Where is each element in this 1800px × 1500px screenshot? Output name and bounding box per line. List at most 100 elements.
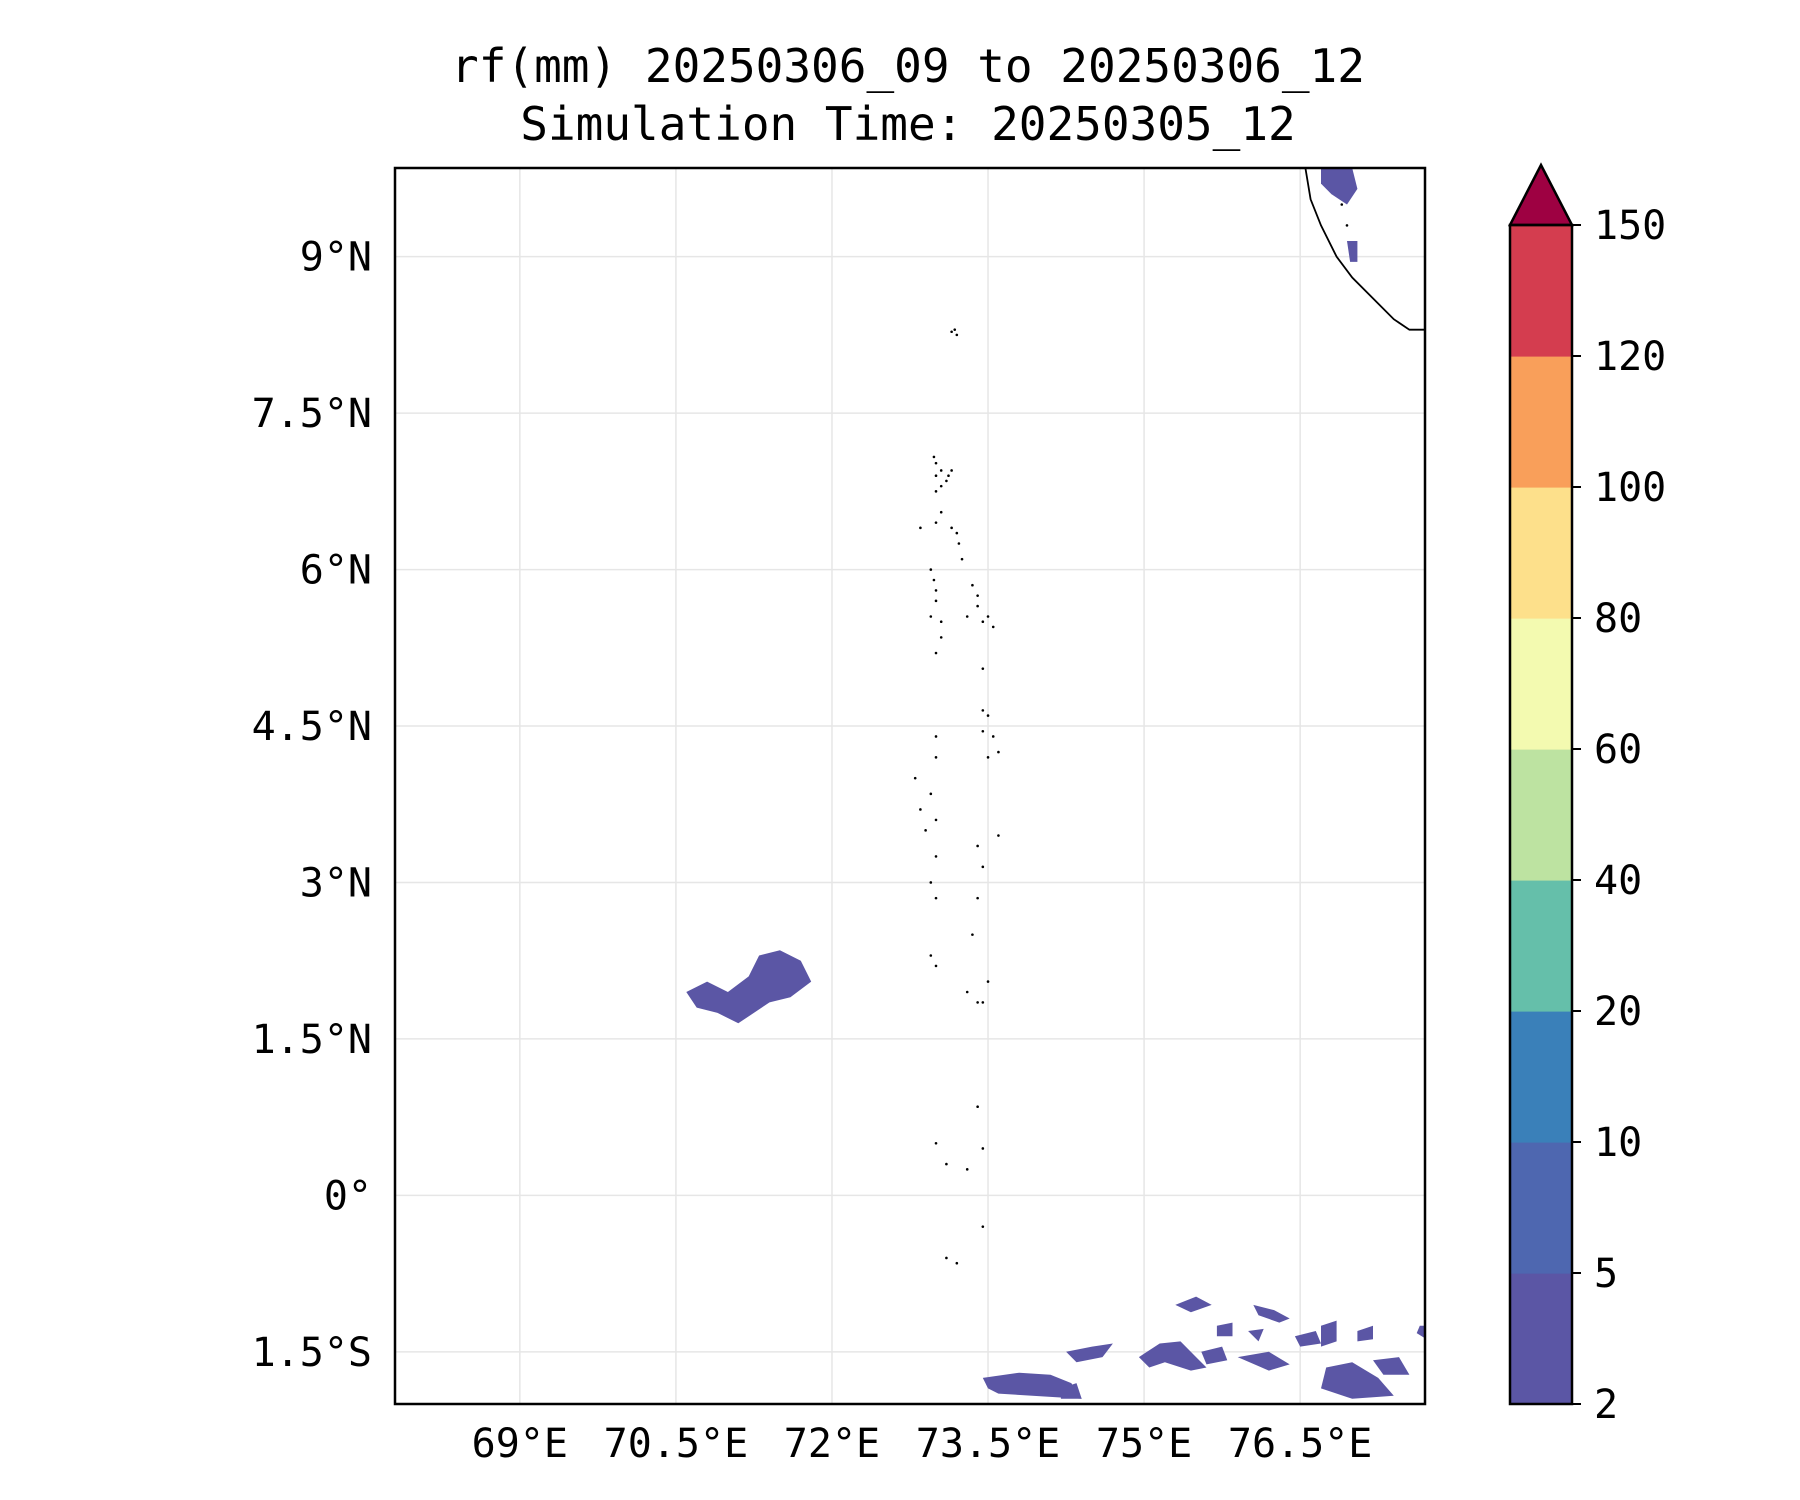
title-line-2: Simulation Time: 20250305_12 bbox=[520, 97, 1295, 151]
lat-tick-label: 1.5°N bbox=[252, 1017, 372, 1063]
rain-south-4 bbox=[1175, 1296, 1212, 1313]
island-37 bbox=[991, 735, 995, 738]
island-68 bbox=[919, 808, 922, 811]
island-10 bbox=[934, 490, 938, 493]
island-9 bbox=[939, 484, 943, 488]
lon-tick-label: 69°E bbox=[472, 1421, 568, 1467]
rain-south-8 bbox=[1294, 1331, 1321, 1347]
colorbar-segment-1 bbox=[1510, 1142, 1572, 1274]
colorbar-tick-label: 80 bbox=[1594, 596, 1642, 642]
island-59 bbox=[981, 1147, 985, 1150]
colorbar-segment-4 bbox=[1510, 749, 1572, 881]
colorbar-segment-2 bbox=[1510, 1011, 1572, 1143]
map-frame bbox=[393, 166, 1427, 1406]
island-33 bbox=[981, 667, 985, 670]
colorbar-tick-label: 120 bbox=[1594, 334, 1666, 380]
island-31 bbox=[986, 615, 990, 618]
island-15 bbox=[955, 531, 959, 535]
island-29 bbox=[965, 615, 969, 618]
latitude-tick-labels: 9°N 7.5°N 6°N 4.5°N 3°N 1.5°N 0° 1.5°S bbox=[252, 235, 372, 1376]
colorbar: 2 5 10 20 40 60 80 100 120 150 bbox=[1507, 162, 1666, 1428]
lat-tick-label: 4.5°N bbox=[252, 704, 372, 750]
rain-south-16 bbox=[1060, 1383, 1082, 1399]
rain-kerala-streak bbox=[1347, 241, 1358, 262]
rain-south-2 bbox=[1066, 1343, 1113, 1363]
colorbar-tick-label: 60 bbox=[1594, 727, 1642, 773]
island-38 bbox=[997, 750, 1000, 754]
colorbar-tick-label: 20 bbox=[1594, 989, 1642, 1035]
island-46 bbox=[929, 881, 933, 884]
colorbar-segment-0 bbox=[1510, 1273, 1572, 1405]
island-17 bbox=[960, 557, 964, 561]
rain-south-10 bbox=[1321, 1362, 1394, 1399]
island-55 bbox=[981, 1001, 985, 1004]
island-20 bbox=[934, 589, 938, 592]
island-26 bbox=[971, 583, 974, 587]
lon-tick-label: 73.5°E bbox=[916, 1421, 1061, 1467]
island-35 bbox=[986, 714, 990, 717]
island-14 bbox=[950, 526, 953, 530]
island-25 bbox=[934, 651, 938, 655]
colorbar-frame bbox=[1508, 223, 1574, 1406]
coastlines bbox=[913, 168, 1425, 1265]
island-12 bbox=[939, 510, 943, 514]
colorbar-segment-7 bbox=[1510, 356, 1572, 488]
island-27 bbox=[976, 594, 979, 597]
colorbar-segment-8 bbox=[1510, 225, 1572, 357]
rain-kerala-north bbox=[1321, 168, 1358, 205]
island-13 bbox=[934, 521, 938, 524]
island-40 bbox=[934, 735, 938, 738]
rain-south-3 bbox=[1138, 1341, 1207, 1371]
lon-tick-label: 70.5°E bbox=[604, 1421, 749, 1467]
island-22 bbox=[929, 615, 933, 618]
island-3 bbox=[934, 461, 938, 465]
lat-tick-label: 0° bbox=[324, 1173, 372, 1219]
lon-tick-label: 75°E bbox=[1096, 1421, 1192, 1467]
island-56 bbox=[976, 1001, 979, 1004]
island-24 bbox=[939, 636, 943, 639]
rain-south-14 bbox=[1216, 1322, 1233, 1337]
island-30 bbox=[981, 620, 985, 624]
island-41 bbox=[934, 756, 938, 759]
island-28 bbox=[976, 604, 979, 608]
island-51 bbox=[971, 933, 974, 936]
island-45 bbox=[934, 855, 938, 858]
island-53 bbox=[934, 964, 938, 968]
island-11 bbox=[919, 526, 922, 530]
island-48 bbox=[976, 844, 979, 848]
island-66 bbox=[913, 776, 917, 780]
island-71 bbox=[1345, 224, 1349, 227]
rain-south-1 bbox=[982, 1372, 1082, 1399]
island-8 bbox=[945, 479, 948, 483]
island-47 bbox=[934, 896, 938, 900]
island-69 bbox=[955, 333, 959, 337]
colorbar-segment-3 bbox=[1510, 880, 1572, 1012]
island-19 bbox=[932, 578, 936, 582]
island-58 bbox=[976, 1105, 979, 1109]
island-7 bbox=[950, 469, 953, 472]
rain-south-15 bbox=[1416, 1325, 1425, 1339]
rainfall-contours bbox=[686, 168, 1425, 1399]
lat-tick-label: 1.5°S bbox=[252, 1330, 372, 1376]
island-70 bbox=[1340, 203, 1344, 206]
island-2 bbox=[932, 455, 936, 459]
island-57 bbox=[965, 990, 969, 994]
island-49 bbox=[981, 865, 985, 869]
colorbar-tick-label: 100 bbox=[1594, 465, 1666, 511]
island-16 bbox=[957, 542, 961, 545]
map-panel: 69°E 70.5°E 72°E 73.5°E 75°E 76.5°E 9°N 7.5°N 6… bbox=[252, 166, 1427, 1467]
island-23 bbox=[939, 620, 943, 624]
rain-south-5 bbox=[1201, 1346, 1228, 1365]
lon-tick-label: 72°E bbox=[784, 1421, 880, 1467]
island-21 bbox=[934, 599, 938, 603]
lat-tick-label: 7.5°N bbox=[252, 391, 372, 437]
rain-south-13 bbox=[1248, 1328, 1264, 1342]
island-60 bbox=[934, 1141, 938, 1145]
colorbar-tick-label: 5 bbox=[1594, 1251, 1618, 1297]
lat-tick-label: 6°N bbox=[300, 548, 372, 594]
island-50 bbox=[976, 896, 979, 900]
island-54 bbox=[986, 980, 990, 983]
title-line-1: rf(mm) 20250306_09 to 20250306_12 bbox=[451, 39, 1365, 93]
rain-south-11 bbox=[1373, 1357, 1410, 1375]
